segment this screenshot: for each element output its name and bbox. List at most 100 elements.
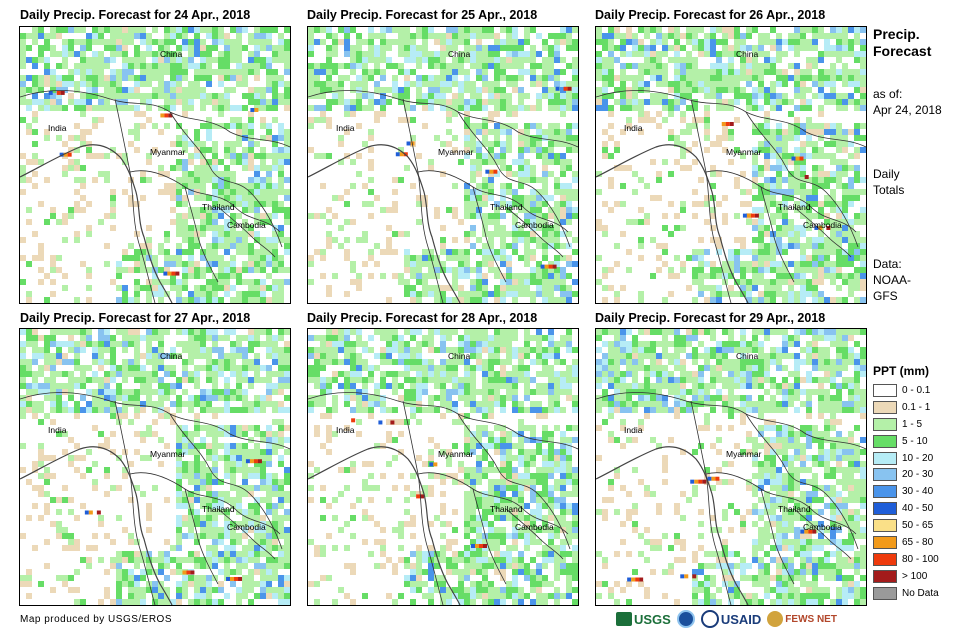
- country-border: [114, 98, 156, 303]
- country-border: [760, 186, 795, 283]
- legend-item: 1 - 5: [873, 416, 939, 433]
- legend-swatch: [873, 451, 897, 465]
- country-border: [505, 206, 564, 258]
- country-label-india: India: [624, 425, 643, 435]
- country-border: [705, 170, 857, 233]
- country-border: [20, 90, 290, 148]
- country-label-myanmar: Myanmar: [150, 147, 186, 157]
- data-source: Data: NOAA- GFS: [873, 256, 911, 304]
- legend-label: 40 - 50: [902, 503, 934, 515]
- country-border: [793, 206, 852, 258]
- country-label-myanmar: Myanmar: [438, 147, 474, 157]
- usgs-wave-icon: [616, 612, 632, 626]
- legend-swatch: [873, 400, 897, 414]
- legend-item: 0 - 0.1: [873, 382, 939, 399]
- country-label-myanmar: Myanmar: [438, 449, 474, 459]
- coastline: [596, 446, 749, 605]
- coastline: [20, 446, 173, 605]
- country-label-cambodia: Cambodia: [803, 220, 842, 230]
- map-panel-24apr: China India Myanmar Thailand Cambodia: [19, 26, 291, 304]
- coastline: [596, 144, 749, 303]
- panel-title-27apr: Daily Precip. Forecast for 27 Apr., 2018: [20, 311, 251, 325]
- country-label-china: China: [448, 49, 470, 59]
- legend-title: PPT (mm): [873, 364, 930, 378]
- legend-swatch: [873, 417, 897, 431]
- country-border: [596, 90, 866, 148]
- legend-label: 80 - 100: [902, 553, 939, 565]
- country-label-thailand: Thailand: [778, 504, 811, 514]
- country-border: [308, 392, 578, 450]
- legend-label: 10 - 20: [902, 452, 934, 464]
- fewsnet-icon: [767, 611, 784, 627]
- country-label-india: India: [48, 425, 67, 435]
- country-border: [184, 186, 219, 283]
- country-border: [690, 400, 732, 605]
- country-label-india: India: [48, 123, 67, 133]
- coastline: [308, 446, 461, 605]
- legend-label: 30 - 40: [902, 486, 934, 498]
- precip-map-svg: China India Myanmar Thailand Cambodia: [20, 329, 290, 605]
- side-title: Precip. Forecast: [873, 26, 931, 60]
- legend-label: No Data: [902, 587, 939, 599]
- side-title-line2: Forecast: [873, 43, 932, 59]
- as-of-label: as of:: [873, 87, 903, 101]
- country-label-thailand: Thailand: [490, 504, 523, 514]
- map-credit: Map produced by USGS/EROS: [20, 614, 173, 625]
- legend-item: 50 - 65: [873, 517, 939, 534]
- country-label-thailand: Thailand: [202, 202, 235, 212]
- legend-item: 0.1 - 1: [873, 399, 939, 416]
- country-border: [417, 170, 569, 233]
- coastline: [20, 144, 173, 303]
- noaa-icon: [676, 610, 695, 628]
- legend-label: 0.1 - 1: [902, 401, 931, 413]
- daily-totals-label: Daily Totals: [873, 166, 904, 198]
- precip-map-svg: China India Myanmar Thailand Cambodia: [20, 27, 290, 303]
- country-border: [505, 508, 564, 560]
- country-label-china: China: [736, 351, 758, 361]
- precip-cells: [20, 329, 290, 605]
- precip-map-svg: China India Myanmar Thailand Cambodia: [596, 27, 866, 303]
- legend-item: 30 - 40: [873, 483, 939, 500]
- panel-title-25apr: Daily Precip. Forecast for 25 Apr., 2018: [307, 8, 538, 22]
- legend-swatch: [873, 569, 897, 583]
- country-label-india: India: [336, 123, 355, 133]
- country-border: [457, 413, 571, 550]
- panel-title-26apr: Daily Precip. Forecast for 26 Apr., 2018: [595, 8, 826, 22]
- legend-label: 1 - 5: [902, 418, 923, 430]
- precip-legend: PPT (mm) 0 - 0.1 0.1 - 1 1 - 5 5 - 10 10 - 2…: [873, 364, 939, 602]
- legend-label: 20 - 30: [902, 469, 934, 481]
- country-label-china: China: [448, 351, 470, 361]
- country-label-cambodia: Cambodia: [515, 220, 554, 230]
- legend-swatch: [873, 586, 897, 600]
- legend-item: > 100: [873, 568, 939, 585]
- precip-cells: [596, 27, 866, 303]
- country-border: [417, 472, 569, 535]
- country-border: [308, 90, 578, 148]
- country-border: [129, 472, 281, 535]
- panel-title-24apr: Daily Precip. Forecast for 24 Apr., 2018: [20, 8, 251, 22]
- data-source-line2: NOAA-: [873, 273, 912, 287]
- country-label-cambodia: Cambodia: [803, 522, 842, 532]
- country-label-cambodia: Cambodia: [227, 522, 266, 532]
- country-label-india: India: [624, 123, 643, 133]
- country-border: [20, 392, 290, 450]
- as-of-value: Apr 24, 2018: [873, 103, 942, 117]
- daily-totals-line1: Daily: [873, 167, 900, 181]
- legend-label: 65 - 80: [902, 536, 934, 548]
- country-label-myanmar: Myanmar: [726, 449, 762, 459]
- fewsnet-logo: FEWS NET: [767, 611, 837, 627]
- precip-map-svg: China India Myanmar Thailand Cambodia: [308, 27, 578, 303]
- data-source-line3: GFS: [873, 289, 898, 303]
- panel-title-28apr: Daily Precip. Forecast for 28 Apr., 2018: [307, 311, 538, 325]
- country-border: [184, 488, 219, 585]
- legend-label: > 100: [902, 570, 928, 582]
- country-border: [169, 413, 283, 550]
- legend-item: 80 - 100: [873, 551, 939, 568]
- usgs-logo: USGS: [616, 612, 671, 627]
- country-border: [472, 186, 507, 283]
- country-label-china: China: [736, 49, 758, 59]
- country-label-thailand: Thailand: [202, 504, 235, 514]
- country-label-cambodia: Cambodia: [515, 522, 554, 532]
- country-border: [402, 98, 444, 303]
- country-border: [457, 111, 571, 248]
